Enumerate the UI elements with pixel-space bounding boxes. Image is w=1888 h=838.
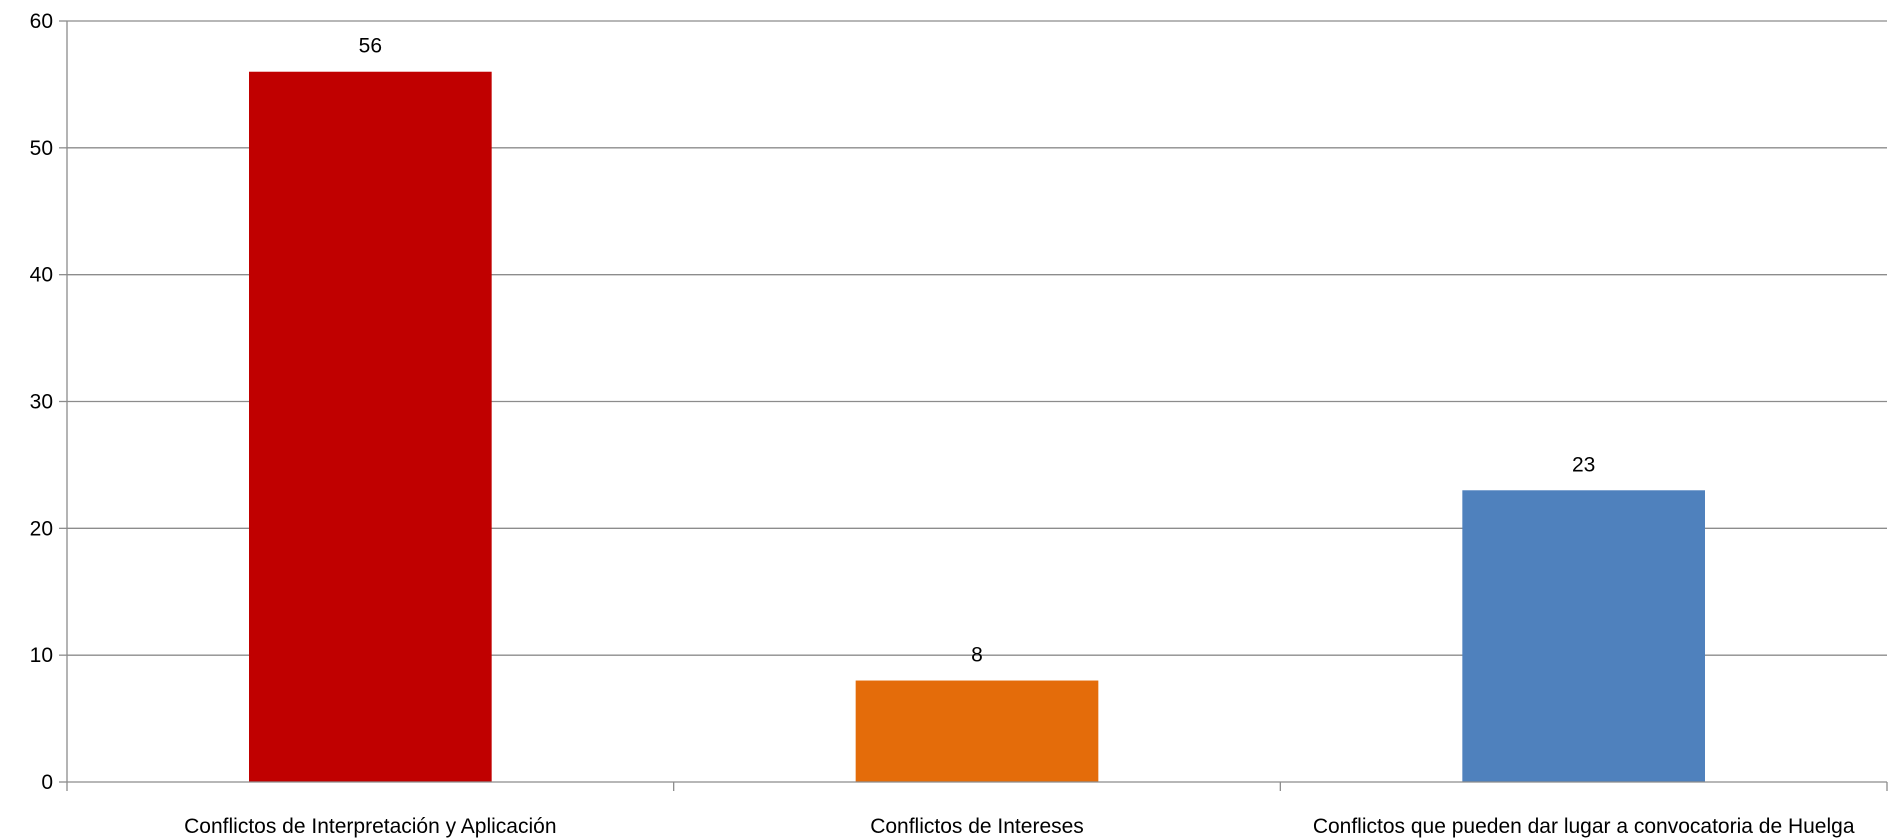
data-label-2: 8 <box>971 644 983 667</box>
y-tick-label-10: 10 <box>30 644 53 667</box>
bars <box>249 71 1705 782</box>
data-label-1: 56 <box>359 35 382 58</box>
y-tick-label-50: 50 <box>30 137 53 160</box>
bar-3 <box>1462 490 1705 782</box>
y-tick-label-20: 20 <box>30 517 53 540</box>
data-label-3: 23 <box>1572 453 1595 476</box>
y-tick-label-40: 40 <box>30 264 53 287</box>
category-label-3: Conflictos que pueden dar lugar a convoc… <box>1313 815 1855 838</box>
y-tick-label-60: 60 <box>30 10 53 33</box>
category-label-2: Conflictos de Intereses <box>870 815 1084 838</box>
category-label-1: Conflictos de Interpretación y Aplicació… <box>184 815 556 838</box>
axes <box>59 20 1888 791</box>
bar-1 <box>249 71 492 782</box>
y-tick-label-0: 0 <box>41 771 53 794</box>
labels: 0 10 20 30 40 50 60 56 Conflictos de Interpretac… <box>30 10 1855 838</box>
bar-2 <box>855 680 1099 782</box>
y-tick-label-30: 30 <box>30 391 53 414</box>
